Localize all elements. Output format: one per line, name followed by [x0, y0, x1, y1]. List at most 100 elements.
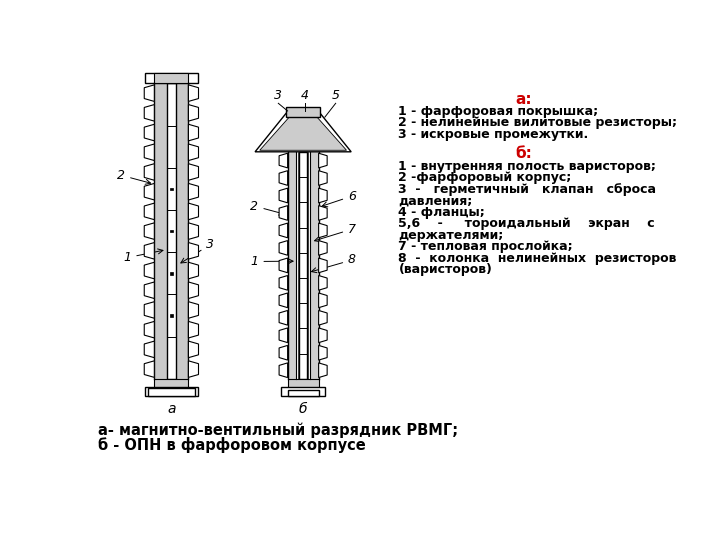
Polygon shape — [279, 258, 287, 273]
Text: 3: 3 — [181, 238, 215, 263]
Text: б - ОПН в фарфоровом корпусе: б - ОПН в фарфоровом корпусе — [98, 437, 366, 453]
Polygon shape — [189, 242, 199, 259]
Polygon shape — [319, 153, 327, 168]
Bar — [300, 152, 307, 379]
Bar — [148, 388, 194, 396]
Polygon shape — [279, 171, 287, 185]
Bar — [154, 83, 167, 379]
Polygon shape — [144, 282, 154, 299]
Polygon shape — [189, 361, 199, 377]
Polygon shape — [189, 282, 199, 299]
Polygon shape — [279, 363, 287, 377]
Polygon shape — [189, 223, 199, 239]
Bar — [170, 230, 173, 232]
Bar — [145, 72, 198, 83]
Polygon shape — [279, 241, 287, 255]
Polygon shape — [319, 310, 327, 325]
Text: а:: а: — [516, 92, 532, 107]
Polygon shape — [189, 262, 199, 279]
Polygon shape — [189, 341, 199, 357]
Polygon shape — [319, 363, 327, 377]
Text: 8: 8 — [312, 253, 356, 273]
Text: 2: 2 — [117, 169, 150, 184]
Polygon shape — [279, 223, 287, 238]
Polygon shape — [144, 164, 154, 180]
Bar — [154, 72, 189, 83]
Text: а: а — [167, 402, 176, 416]
Text: держателями;: держателями; — [398, 229, 504, 242]
Polygon shape — [319, 328, 327, 342]
Polygon shape — [189, 302, 199, 318]
Polygon shape — [279, 328, 287, 342]
Polygon shape — [260, 117, 346, 150]
Polygon shape — [279, 346, 287, 360]
Polygon shape — [319, 346, 327, 360]
Text: давления;: давления; — [398, 194, 473, 207]
Polygon shape — [319, 188, 327, 203]
Text: 7: 7 — [315, 222, 356, 242]
Polygon shape — [144, 184, 154, 200]
Polygon shape — [144, 203, 154, 220]
Polygon shape — [279, 293, 287, 308]
Polygon shape — [144, 321, 154, 338]
Polygon shape — [319, 223, 327, 238]
Polygon shape — [144, 361, 154, 377]
Text: 2 -фарфоровый корпус;: 2 -фарфоровый корпус; — [398, 171, 572, 184]
Polygon shape — [319, 258, 327, 273]
Text: 8  -  колонка  нелинейных  резисторов: 8 - колонка нелинейных резисторов — [398, 252, 677, 265]
Bar — [287, 379, 319, 388]
Bar — [170, 187, 173, 190]
Text: 3  -   герметичный   клапан   сброса: 3 - герметичный клапан сброса — [398, 183, 657, 195]
Polygon shape — [319, 293, 327, 308]
Text: б: б — [299, 402, 307, 416]
Polygon shape — [189, 124, 199, 141]
Bar — [145, 387, 198, 396]
Polygon shape — [319, 275, 327, 290]
Bar — [154, 379, 189, 390]
Polygon shape — [144, 223, 154, 239]
Polygon shape — [189, 164, 199, 180]
Text: 1: 1 — [123, 249, 163, 264]
Text: 4 - фланцы;: 4 - фланцы; — [398, 206, 485, 219]
Polygon shape — [144, 124, 154, 141]
Text: б:: б: — [516, 146, 532, 161]
Polygon shape — [279, 310, 287, 325]
Polygon shape — [189, 321, 199, 338]
Bar — [287, 390, 319, 396]
Bar — [167, 83, 176, 379]
Text: 7 - тепловая прослойка;: 7 - тепловая прослойка; — [398, 240, 573, 253]
Text: 2 - нелинейные вилитовые резисторы;: 2 - нелинейные вилитовые резисторы; — [398, 117, 678, 130]
Polygon shape — [189, 105, 199, 121]
Polygon shape — [189, 144, 199, 160]
Polygon shape — [189, 184, 199, 200]
Polygon shape — [144, 144, 154, 160]
Bar — [282, 387, 325, 396]
Polygon shape — [279, 188, 287, 203]
Polygon shape — [189, 85, 199, 102]
Bar — [170, 314, 173, 317]
Polygon shape — [144, 242, 154, 259]
Polygon shape — [144, 302, 154, 318]
Bar — [310, 152, 319, 379]
Bar — [170, 272, 173, 275]
Text: 3: 3 — [274, 89, 282, 102]
Text: 1 - внутренняя полость варисторов;: 1 - внутренняя полость варисторов; — [398, 159, 657, 172]
Text: 4: 4 — [301, 89, 309, 102]
Text: 1 - фарфоровая покрышка;: 1 - фарфоровая покрышка; — [398, 105, 598, 118]
Polygon shape — [319, 241, 327, 255]
Polygon shape — [255, 113, 351, 152]
Text: 5,6    -     тороидальный    экран    с: 5,6 - тороидальный экран с — [398, 217, 655, 230]
Bar — [286, 107, 320, 117]
Text: 5: 5 — [332, 89, 340, 102]
Bar — [287, 152, 296, 379]
Text: (варисторов): (варисторов) — [398, 264, 492, 276]
Text: 1: 1 — [251, 255, 293, 268]
Polygon shape — [319, 171, 327, 185]
Polygon shape — [144, 341, 154, 357]
Text: 6: 6 — [323, 190, 356, 207]
Polygon shape — [279, 153, 287, 168]
Polygon shape — [279, 275, 287, 290]
Polygon shape — [144, 262, 154, 279]
Text: а- магнитно-вентильный разрядник РВМГ;: а- магнитно-вентильный разрядник РВМГ; — [98, 423, 458, 438]
Polygon shape — [279, 206, 287, 220]
